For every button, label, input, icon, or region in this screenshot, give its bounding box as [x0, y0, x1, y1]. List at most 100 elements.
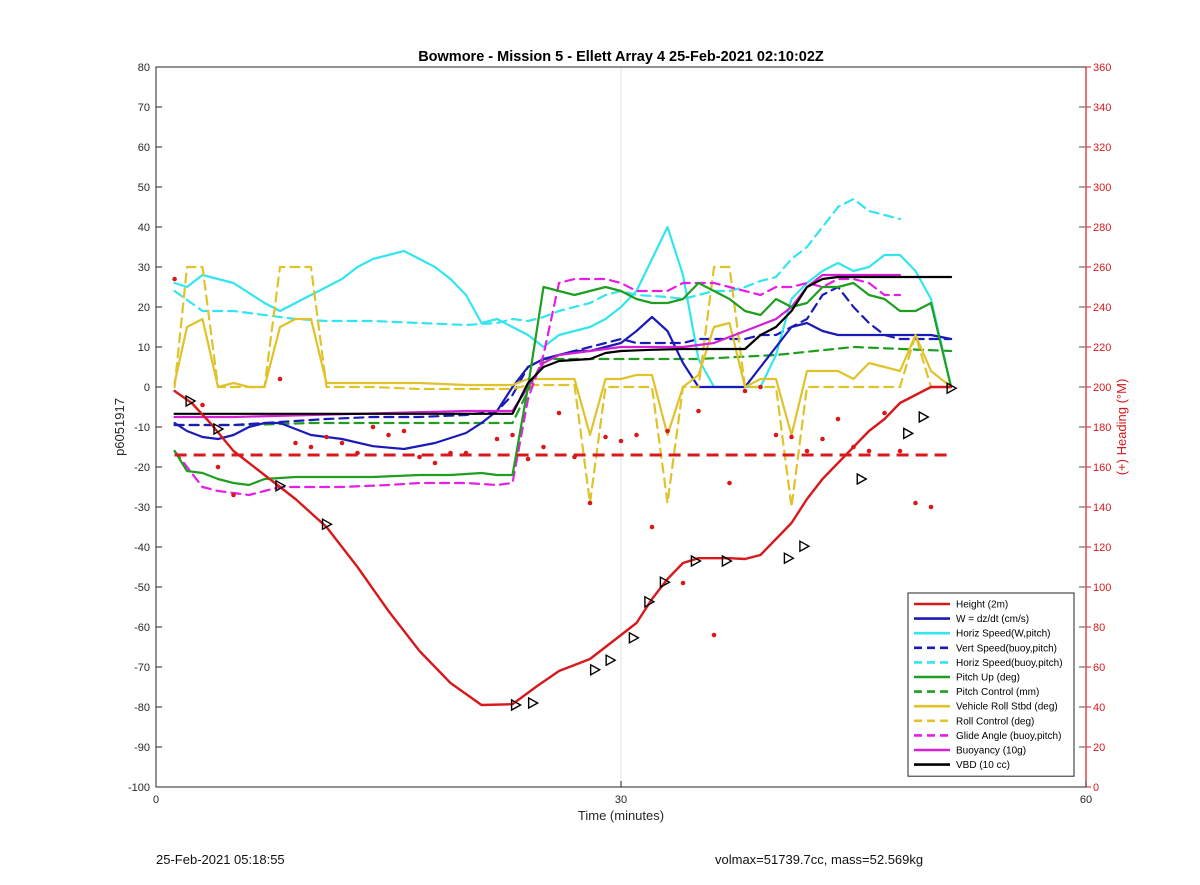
series-line-6: [173, 345, 953, 427]
series-layer: [173, 197, 953, 707]
series-line-3: [173, 285, 953, 427]
heading-point: [231, 492, 236, 498]
y2-axis-label: (+) Heading (°M): [1114, 379, 1129, 476]
y-axis-label: p6051917: [112, 398, 127, 456]
heading-point: [928, 504, 934, 510]
y2-tick-label: 160: [1093, 462, 1111, 474]
heading-point: [835, 416, 841, 422]
direction-marker: [690, 554, 702, 568]
heading-point: [680, 580, 686, 586]
heading-point: [866, 448, 872, 454]
direction-marker: [918, 410, 930, 424]
heading-point: [324, 434, 329, 440]
heading-point: [665, 428, 670, 434]
heading-point: [417, 454, 422, 460]
y2-tick-label: 360: [1093, 62, 1111, 74]
heading-point: [851, 444, 856, 450]
heading-point: [172, 276, 177, 282]
axes: -100-90-80-70-60-50-40-30-20-10010203040…: [128, 62, 1111, 806]
heading-point: [215, 464, 221, 470]
y2-tick-label: 100: [1093, 582, 1111, 594]
heading-point: [882, 410, 887, 416]
marker-layer: [185, 382, 958, 712]
heading-point: [308, 444, 314, 450]
legend-label-11: VBD (10 cc): [956, 760, 1010, 771]
legend-label-0: Height (2m): [956, 600, 1008, 611]
series-line-2: [173, 225, 953, 389]
heading-point: [711, 632, 717, 638]
heading-point: [386, 432, 391, 438]
y2-tick-label: 20: [1093, 742, 1105, 754]
direction-marker: [783, 552, 795, 565]
y-tick-label: -30: [134, 502, 150, 514]
heading-point: [897, 448, 903, 454]
legend-label-6: Pitch Control (mm): [956, 687, 1039, 698]
legend-label-5: Pitch Up (deg): [956, 673, 1020, 684]
direction-marker: [903, 427, 915, 440]
y2-tick-label: 200: [1093, 382, 1111, 394]
heading-point: [804, 448, 810, 454]
series-line-0: [173, 385, 953, 707]
y-tick-label: -60: [134, 622, 150, 634]
heading-point: [432, 460, 438, 466]
y2-tick-label: 120: [1093, 542, 1111, 554]
legend-label-3: Vert Speed(buoy,pitch): [956, 643, 1057, 654]
y2-tick-label: 340: [1093, 102, 1111, 114]
heading-point: [541, 444, 546, 450]
series-line-7: [173, 317, 953, 437]
direction-marker: [527, 696, 540, 710]
heading-point: [277, 376, 283, 382]
y2-tick-label: 80: [1093, 622, 1105, 634]
series-line-11: [173, 275, 953, 415]
y-tick-label: 40: [138, 222, 150, 234]
direction-marker: [605, 654, 617, 667]
legend-label-2: Horiz Speed(W,pitch): [956, 629, 1050, 640]
y-tick-label: 30: [138, 262, 150, 274]
heading-point: [587, 500, 593, 506]
legend-label-9: Glide Angle (buoy,pitch): [956, 731, 1061, 742]
heading-point: [603, 434, 608, 440]
legend-label-1: W = dz/dt (cm/s): [956, 614, 1029, 625]
y-tick-label: 70: [138, 102, 150, 114]
y2-tick-label: 140: [1093, 502, 1111, 514]
direction-marker: [946, 382, 958, 395]
direction-marker: [510, 698, 523, 712]
y-tick-label: -50: [134, 582, 150, 594]
y-tick-label: -80: [134, 702, 150, 714]
direction-marker: [275, 479, 287, 492]
heading-point: [401, 428, 407, 434]
heading-point: [200, 402, 205, 408]
y2-tick-label: 180: [1093, 422, 1111, 434]
heading-point: [355, 450, 360, 456]
x-tick-label: 60: [1080, 794, 1092, 806]
y-tick-label: -100: [128, 782, 150, 794]
direction-marker: [589, 663, 602, 676]
heading-point: [463, 450, 469, 456]
y2-tick-label: 0: [1093, 782, 1099, 794]
y2-tick-label: 240: [1093, 302, 1111, 314]
heading-layer: [172, 276, 952, 638]
direction-marker: [644, 595, 656, 608]
y-tick-label: 80: [138, 62, 150, 74]
legend-label-10: Buoyancy (10g): [956, 746, 1026, 757]
legend-label-8: Roll Control (deg): [956, 716, 1034, 727]
heading-point: [494, 436, 500, 442]
x-axis-label: Time (minutes): [578, 808, 664, 823]
heading-point: [789, 434, 794, 440]
heading-point: [634, 432, 639, 438]
y-tick-label: 10: [138, 342, 150, 354]
heading-point: [556, 410, 562, 416]
heading-point: [448, 450, 453, 456]
y2-tick-label: 60: [1093, 662, 1105, 674]
direction-marker: [799, 540, 811, 553]
y-tick-label: -10: [134, 422, 150, 434]
heading-point: [820, 436, 825, 442]
direction-marker: [628, 631, 640, 644]
heading-point: [696, 408, 701, 414]
heading-point: [339, 440, 345, 446]
series-line-10: [173, 273, 902, 419]
series-line-9: [173, 277, 902, 497]
y2-tick-label: 300: [1093, 182, 1111, 194]
heading-point: [742, 388, 748, 394]
